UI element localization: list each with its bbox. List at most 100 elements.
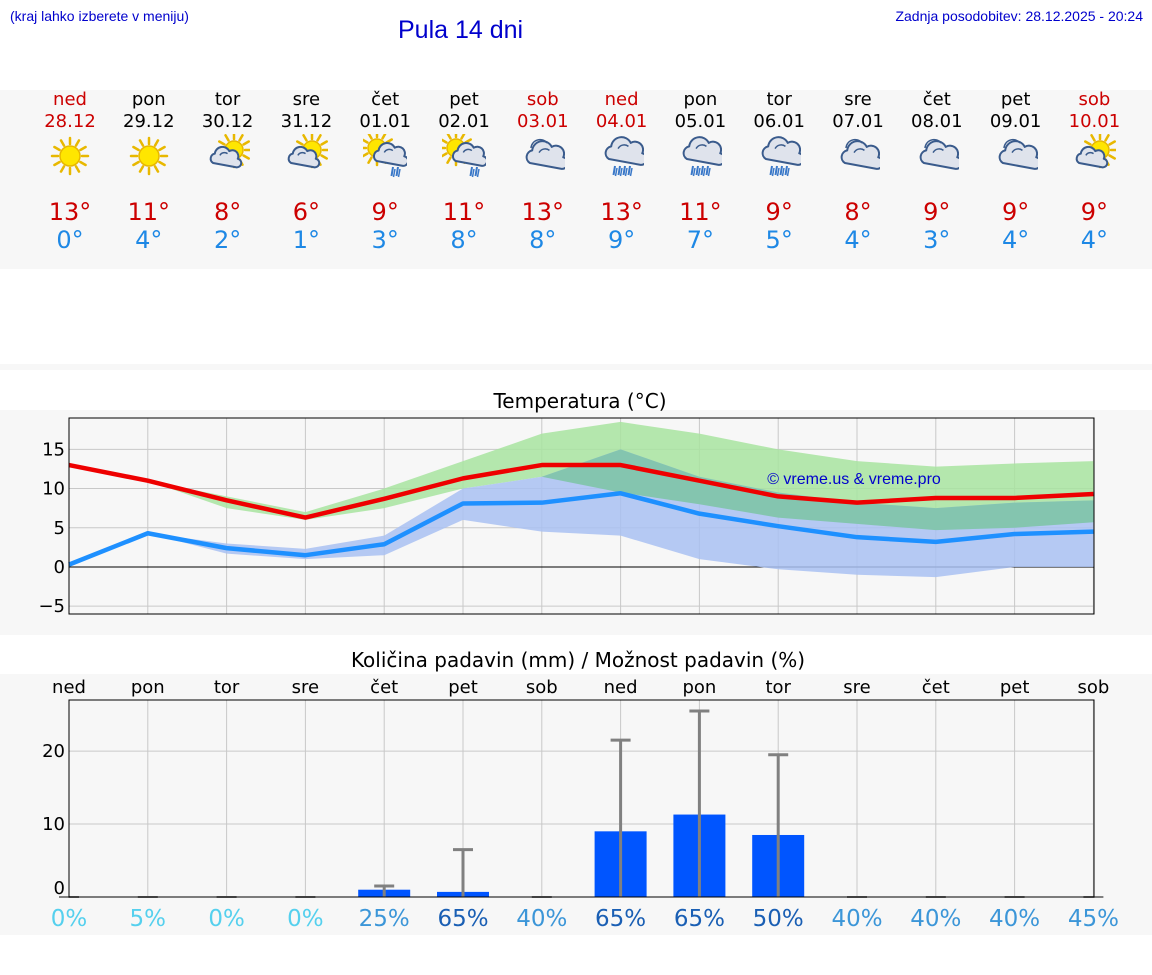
sun-cloud-icon: [1076, 134, 1117, 169]
temp-min: 8°: [450, 226, 478, 254]
max-temp-line: [68, 462, 1094, 520]
precipitation-day-label: čet: [370, 677, 398, 698]
forecast-day: pet 09.01 9° 4°: [976, 90, 1056, 260]
day-name: sob: [1078, 89, 1111, 110]
precipitation-day-label: sre: [292, 677, 319, 698]
day-name: sre: [844, 89, 872, 110]
temperature-y-tick: 10: [42, 479, 65, 500]
temp-max: 8°: [213, 198, 242, 226]
precipitation-probability: 0%: [51, 906, 88, 932]
separator-band: [0, 364, 1152, 370]
precipitation-probability: 40%: [831, 906, 882, 932]
precipitation-day-label: tor: [214, 677, 240, 698]
sun-icon: [129, 136, 169, 176]
day-date: 04.01: [595, 111, 648, 132]
precipitation-plot-frame: [68, 699, 1095, 898]
cloud-icon: [840, 138, 880, 170]
temp-min: 8°: [529, 226, 557, 254]
precipitation-probability: 0%: [208, 906, 245, 932]
day-date: 31.12: [280, 111, 333, 132]
precipitation-probability: 5%: [130, 906, 167, 932]
min-temp-range-band: [69, 449, 1094, 578]
precipitation-day-label: sob: [526, 677, 558, 698]
precipitation-day-label: ned: [604, 677, 638, 698]
precipitation-day-label: ned: [52, 677, 86, 698]
day-date: 29.12: [123, 111, 175, 132]
precipitation-y-tick: 0: [54, 878, 65, 899]
temp-min: 5°: [765, 226, 793, 254]
forecast-day: tor 06.01 9° 5°: [739, 90, 819, 260]
day-name: pet: [1000, 89, 1031, 110]
temp-min: 3°: [923, 226, 951, 254]
precipitation-plot-area: [69, 700, 1094, 897]
temp-min: 2°: [213, 226, 242, 254]
precipitation-probability: 45%: [1068, 906, 1119, 932]
forecast-day: sre 07.01 8° 4°: [818, 90, 898, 260]
temp-max: 9°: [371, 198, 399, 226]
temp-min: 0°: [56, 226, 84, 254]
temp-min: 4°: [135, 226, 163, 254]
precipitation-day-label: tor: [765, 677, 791, 698]
precipitation-day-label: sob: [1077, 677, 1109, 698]
temp-max: 11°: [679, 198, 722, 226]
forecast-day: tor 30.12 8° 2°: [188, 90, 268, 260]
day-name: sob: [526, 89, 559, 110]
day-name: čet: [922, 89, 951, 110]
forecast-day: pon 05.01 11° 7°: [660, 90, 740, 260]
day-date: 08.01: [911, 111, 963, 132]
day-date: 10.01: [1068, 111, 1121, 132]
temperature-y-tick: −5: [38, 596, 65, 617]
location-menu-hint[interactable]: (kraj lahko izberete v meniju): [10, 8, 189, 24]
day-name: ned: [604, 89, 639, 110]
sun-cloud-icon: [209, 134, 250, 169]
temperature-y-tick: 0: [54, 557, 65, 578]
temperature-chart-title: Temperatura (°C): [492, 389, 666, 413]
precipitation-y-tick: 10: [42, 814, 65, 835]
precipitation-probability: 40%: [989, 906, 1040, 932]
day-name: tor: [766, 89, 792, 110]
precipitation-probability: 65%: [595, 906, 646, 932]
temp-min: 4°: [1001, 226, 1030, 254]
day-date: 28.12: [44, 111, 96, 132]
temp-max: 9°: [923, 198, 951, 226]
cloud-rain-icon: [683, 136, 723, 177]
forecast-day: sob 03.01 13° 8°: [503, 90, 583, 260]
precipitation-probability: 25%: [359, 906, 410, 932]
forecast-day: čet 01.01 9° 3°: [345, 90, 425, 260]
precipitation-y-tick: 20: [42, 741, 65, 762]
precipitation-day-label: čet: [922, 677, 950, 698]
precipitation-chart-title: Količina padavin (mm) / Možnost padavin …: [351, 648, 805, 672]
forecast-day: pet 02.01 11° 8°: [424, 90, 504, 260]
cloud-icon: [998, 138, 1038, 170]
precipitation-day-label: pet: [1000, 677, 1030, 698]
temp-max: 11°: [127, 198, 171, 226]
temp-min: 7°: [686, 226, 715, 254]
temp-max: 13°: [48, 198, 92, 226]
precipitation-probability: 65%: [674, 906, 725, 932]
precipitation-probability: 65%: [437, 906, 488, 932]
precipitation-day-label: pet: [448, 677, 478, 698]
watermark-text: © vreme.us & vreme.pro: [767, 471, 941, 488]
temp-max: 13°: [600, 198, 643, 226]
temperature-y-tick: 15: [42, 439, 65, 460]
day-date: 03.01: [517, 111, 569, 132]
min-temp-line: [68, 491, 1094, 567]
sun-cloud-rain-icon: [363, 134, 408, 178]
temp-max: 8°: [844, 198, 872, 226]
temp-max: 13°: [521, 198, 565, 226]
day-date: 05.01: [674, 111, 727, 132]
temp-min: 1°: [292, 226, 321, 254]
cloud-icon: [525, 138, 565, 170]
sun-cloud-icon: [288, 134, 329, 169]
day-name: čet: [371, 89, 400, 110]
temperature-y-tick: 5: [54, 518, 65, 539]
temp-max: 9°: [1080, 198, 1109, 226]
temp-max: 11°: [442, 198, 486, 226]
temp-min: 3°: [371, 226, 399, 254]
day-name: ned: [53, 89, 87, 110]
forecast-day: ned 04.01 13° 9°: [582, 90, 662, 260]
temp-max: 9°: [765, 198, 793, 226]
forecast-day: sob 10.01 9° 4°: [1054, 90, 1134, 260]
last-updated: Zadnja posodobitev: 28.12.2025 - 20:24: [895, 8, 1143, 24]
